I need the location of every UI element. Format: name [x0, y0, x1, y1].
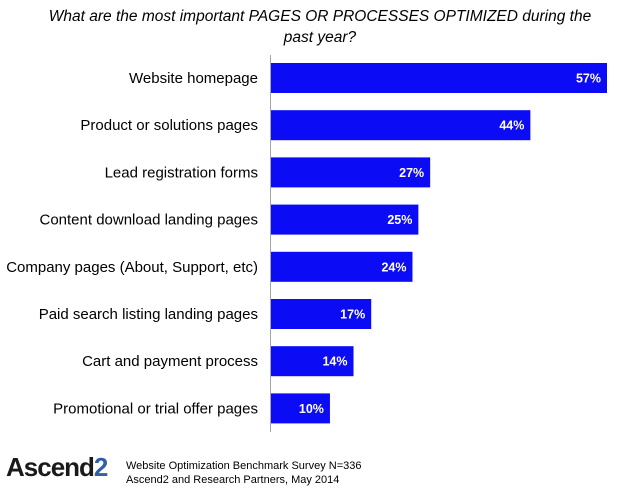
bar	[271, 299, 372, 329]
logo-accent-text: 2	[93, 452, 109, 482]
data-label: 17%	[340, 308, 365, 322]
category-label: Product or solutions pages	[80, 117, 258, 134]
source-note: Website Optimization Benchmark Survey N=…	[126, 459, 362, 487]
bar	[271, 204, 419, 235]
data-label: 24%	[381, 260, 406, 274]
category-label: Paid search listing landing pages	[39, 306, 258, 323]
bar	[271, 346, 354, 377]
chart-title: What are the most important PAGES OR PRO…	[48, 8, 592, 46]
category-label: Cart and payment process	[82, 353, 258, 370]
data-label: 14%	[322, 355, 347, 369]
ascend2-logo: Ascend2	[6, 452, 109, 483]
category-label: Company pages (About, Support, etc)	[6, 259, 258, 276]
bars-layer: Website homepage 57% Product or solutions …	[6, 63, 607, 424]
data-label: 27%	[399, 166, 424, 180]
category-label: Lead registration forms	[105, 164, 258, 181]
bar	[271, 393, 330, 424]
bar	[271, 251, 413, 282]
logo-main-text: Ascend	[6, 452, 95, 482]
bar	[271, 63, 607, 93]
source-line-2: Ascend2 and Research Partners, May 2014	[126, 474, 340, 486]
source-line-1: Website Optimization Benchmark Survey N=…	[126, 460, 362, 472]
data-label: 10%	[299, 402, 324, 416]
bar	[271, 110, 531, 141]
data-label: 57%	[576, 72, 601, 86]
data-label: 44%	[499, 119, 524, 133]
category-label: Website homepage	[129, 70, 258, 87]
bar-chart: Website homepage 57% Product or solutions …	[6, 55, 607, 432]
bar	[271, 157, 431, 188]
data-label: 25%	[387, 213, 412, 227]
category-label: Promotional or trial offer pages	[53, 400, 258, 417]
category-label: Content download landing pages	[39, 212, 258, 229]
